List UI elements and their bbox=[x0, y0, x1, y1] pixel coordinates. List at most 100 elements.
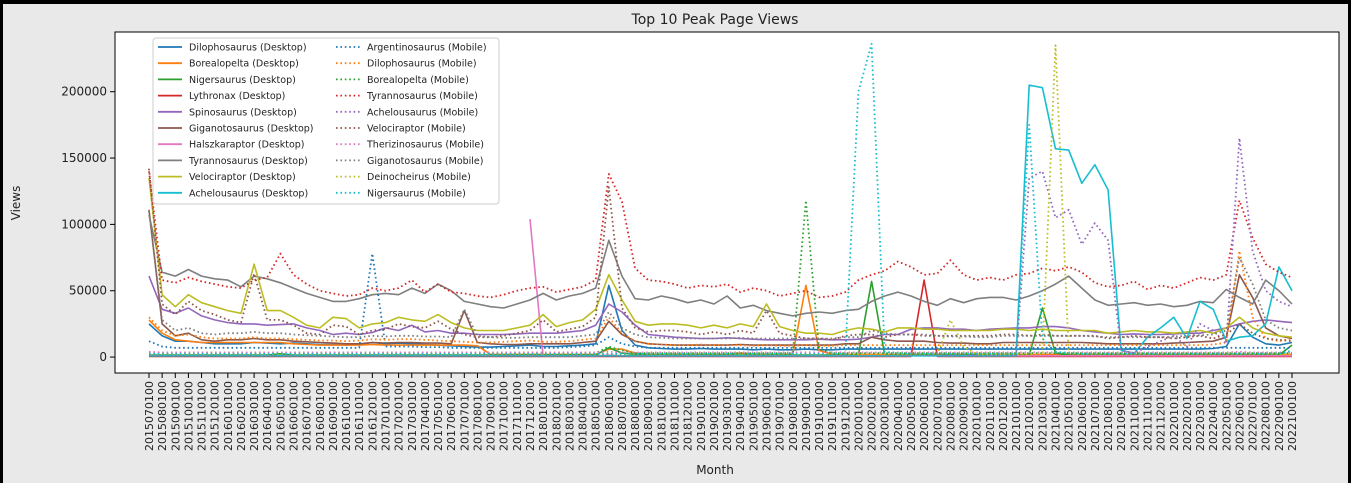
x-tick-label: 2017030100 bbox=[406, 381, 419, 451]
x-tick-label: 2020020100 bbox=[866, 381, 879, 451]
x-tick-label: 2017040100 bbox=[419, 381, 432, 451]
x-tick-label: 2017010100 bbox=[379, 381, 392, 451]
x-tick-label: 2015070100 bbox=[143, 381, 156, 451]
x-tick-label: 2022100100 bbox=[1286, 381, 1299, 451]
x-tick-label: 2018020100 bbox=[550, 381, 563, 451]
x-tick-label: 2017070100 bbox=[458, 381, 471, 451]
x-tick-label: 2016120100 bbox=[366, 381, 379, 451]
x-tick-label: 2019020100 bbox=[708, 381, 721, 451]
legend: Dilophosaurus (Desktop) Borealopelta (Des… bbox=[152, 37, 500, 205]
x-tick-label: 2022060100 bbox=[1233, 381, 1246, 451]
legend-label: Tyrannosaurus (Desktop) bbox=[188, 156, 308, 167]
x-tick-label: 2020100100 bbox=[971, 381, 984, 451]
x-tick-label: 2017050100 bbox=[432, 381, 445, 451]
x-tick-label: 2022090100 bbox=[1273, 381, 1286, 451]
x-tick-label: 2020090100 bbox=[958, 381, 971, 451]
legend-label: Velociraptor (Desktop) bbox=[189, 172, 296, 183]
series-line-13 bbox=[148, 171, 1293, 299]
x-tick-label: 2017090100 bbox=[485, 381, 498, 451]
x-tick-label: 2016090100 bbox=[327, 381, 340, 451]
x-tick-label: 2020110100 bbox=[984, 381, 997, 451]
x-tick-label: 2018060100 bbox=[603, 381, 616, 451]
series-lines bbox=[148, 43, 1293, 358]
x-tick-label: 2018030100 bbox=[563, 381, 576, 451]
legend-box bbox=[152, 37, 500, 205]
x-tick-label: 2019060100 bbox=[760, 381, 773, 451]
series-line-11 bbox=[148, 250, 1293, 347]
x-tick-label: 2022010100 bbox=[1168, 381, 1181, 451]
x-tick-label: 2018040100 bbox=[577, 381, 590, 451]
x-tick-label: 2022050100 bbox=[1220, 381, 1233, 451]
x-tick-label: 2019080100 bbox=[787, 381, 800, 451]
x-tick-label: 2015080100 bbox=[156, 381, 169, 451]
x-tick-label: 2016010100 bbox=[222, 381, 235, 451]
y-tick-label: 200000 bbox=[61, 85, 107, 99]
x-tick-label: 2015120100 bbox=[209, 381, 222, 451]
x-tick-label: 2018080100 bbox=[629, 381, 642, 451]
legend-label: Borealopelta (Mobile) bbox=[367, 75, 469, 86]
x-tick-label: 2016110100 bbox=[353, 381, 366, 451]
series-line-16 bbox=[148, 350, 1292, 354]
legend-label: Argentinosaurus (Mobile) bbox=[367, 43, 487, 54]
x-tick-label: 2018010100 bbox=[537, 381, 550, 451]
legend-label: Lythronax (Desktop) bbox=[189, 91, 285, 102]
x-tick-label: 2020120100 bbox=[997, 381, 1010, 451]
legend-label: Dilophosaurus (Desktop) bbox=[189, 43, 307, 54]
y-axis-label: Views bbox=[9, 186, 23, 221]
x-tick-label: 2020040100 bbox=[892, 381, 905, 451]
x-tick-label: 2016060100 bbox=[288, 381, 301, 451]
x-tick-label: 2019120100 bbox=[839, 381, 852, 451]
x-axis-label: Month bbox=[696, 463, 734, 477]
series-line-5 bbox=[148, 209, 1293, 346]
legend-label: Dilophosaurus (Mobile) bbox=[367, 59, 477, 70]
x-tick-label: 2021100100 bbox=[1128, 381, 1141, 451]
x-tick-label: 2022020100 bbox=[1181, 381, 1194, 451]
x-tick-label: 2020010100 bbox=[852, 381, 865, 451]
legend-label: Velociraptor (Mobile) bbox=[367, 124, 466, 135]
x-tick-label: 2018090100 bbox=[642, 381, 655, 451]
x-tick-label: 2021010100 bbox=[1010, 381, 1023, 451]
x-tick-label: 2021020100 bbox=[1023, 381, 1036, 451]
series-line-7 bbox=[148, 214, 1293, 317]
x-tick-label: 2018070100 bbox=[616, 381, 629, 451]
series-line-19 bbox=[149, 43, 1293, 355]
x-tick-label: 2015090100 bbox=[169, 381, 182, 451]
x-tick-label: 2020060100 bbox=[918, 381, 931, 451]
x-tick-label: 2015110100 bbox=[196, 381, 209, 451]
legend-label: Spinosaurus (Desktop) bbox=[189, 107, 297, 118]
series-line-10 bbox=[148, 252, 1292, 349]
legend-label: Therizinosaurus (Mobile) bbox=[366, 140, 484, 151]
x-tick-label: 2019050100 bbox=[747, 381, 760, 451]
x-tick-label: 2022070100 bbox=[1247, 381, 1260, 451]
x-tick-label: 2021040100 bbox=[1050, 381, 1063, 451]
x-tick-label: 2019030100 bbox=[721, 381, 734, 451]
x-tick-label: 2016070100 bbox=[301, 381, 314, 451]
y-tick-label: 150000 bbox=[61, 151, 107, 165]
x-tick-label: 2022030100 bbox=[1194, 381, 1207, 451]
legend-label: Tyrannosaurus (Mobile) bbox=[366, 91, 478, 102]
legend-label: Achelousaurus (Mobile) bbox=[367, 107, 478, 118]
x-tick-label: 2019010100 bbox=[695, 381, 708, 451]
y-axis: 0 50000 100000 150000 200000 bbox=[61, 85, 115, 364]
legend-label: Giganotosaurus (Mobile) bbox=[367, 156, 484, 167]
chart-figure: Top 10 Peak Page Views Views Month 0 5000… bbox=[3, 4, 1348, 483]
x-tick-label: 2021080100 bbox=[1102, 381, 1115, 451]
x-tick-label: 2019090100 bbox=[800, 381, 813, 451]
x-tick-label: 2021060100 bbox=[1076, 381, 1089, 451]
series-line-17 bbox=[148, 210, 1293, 340]
x-tick-label: 2016050100 bbox=[274, 381, 287, 451]
x-tick-label: 2018050100 bbox=[590, 381, 603, 451]
x-tick-label: 2022040100 bbox=[1207, 381, 1220, 451]
x-tick-label: 2018100100 bbox=[655, 381, 668, 451]
x-tick-label: 2018110100 bbox=[669, 381, 682, 451]
x-tick-label: 2016100100 bbox=[340, 381, 353, 451]
x-tick-label: 2016040100 bbox=[261, 381, 274, 451]
legend-label: Halszkaraptor (Desktop) bbox=[189, 140, 305, 151]
x-tick-label: 2019100100 bbox=[813, 381, 826, 451]
x-tick-label: 2021030100 bbox=[1036, 381, 1049, 451]
x-tick-label: 2019040100 bbox=[734, 381, 747, 451]
x-tick-label: 2019110100 bbox=[826, 381, 839, 451]
x-tick-label: 2021070100 bbox=[1089, 381, 1102, 451]
line-chart: Top 10 Peak Page Views Views Month 0 5000… bbox=[9, 12, 1340, 477]
legend-label: Deinocheirus (Mobile) bbox=[367, 172, 471, 183]
